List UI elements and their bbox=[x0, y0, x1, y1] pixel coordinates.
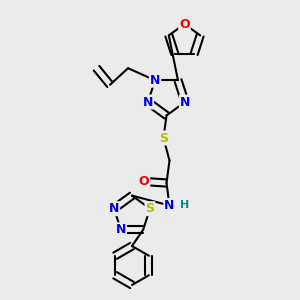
Text: H: H bbox=[181, 200, 190, 210]
Text: N: N bbox=[116, 223, 126, 236]
Text: N: N bbox=[109, 202, 119, 215]
Text: N: N bbox=[150, 74, 160, 87]
Text: S: S bbox=[159, 131, 168, 145]
Text: O: O bbox=[179, 17, 190, 31]
Text: N: N bbox=[164, 199, 175, 212]
Text: N: N bbox=[180, 95, 190, 109]
Text: O: O bbox=[139, 175, 149, 188]
Text: S: S bbox=[146, 202, 154, 215]
Text: N: N bbox=[143, 95, 153, 109]
